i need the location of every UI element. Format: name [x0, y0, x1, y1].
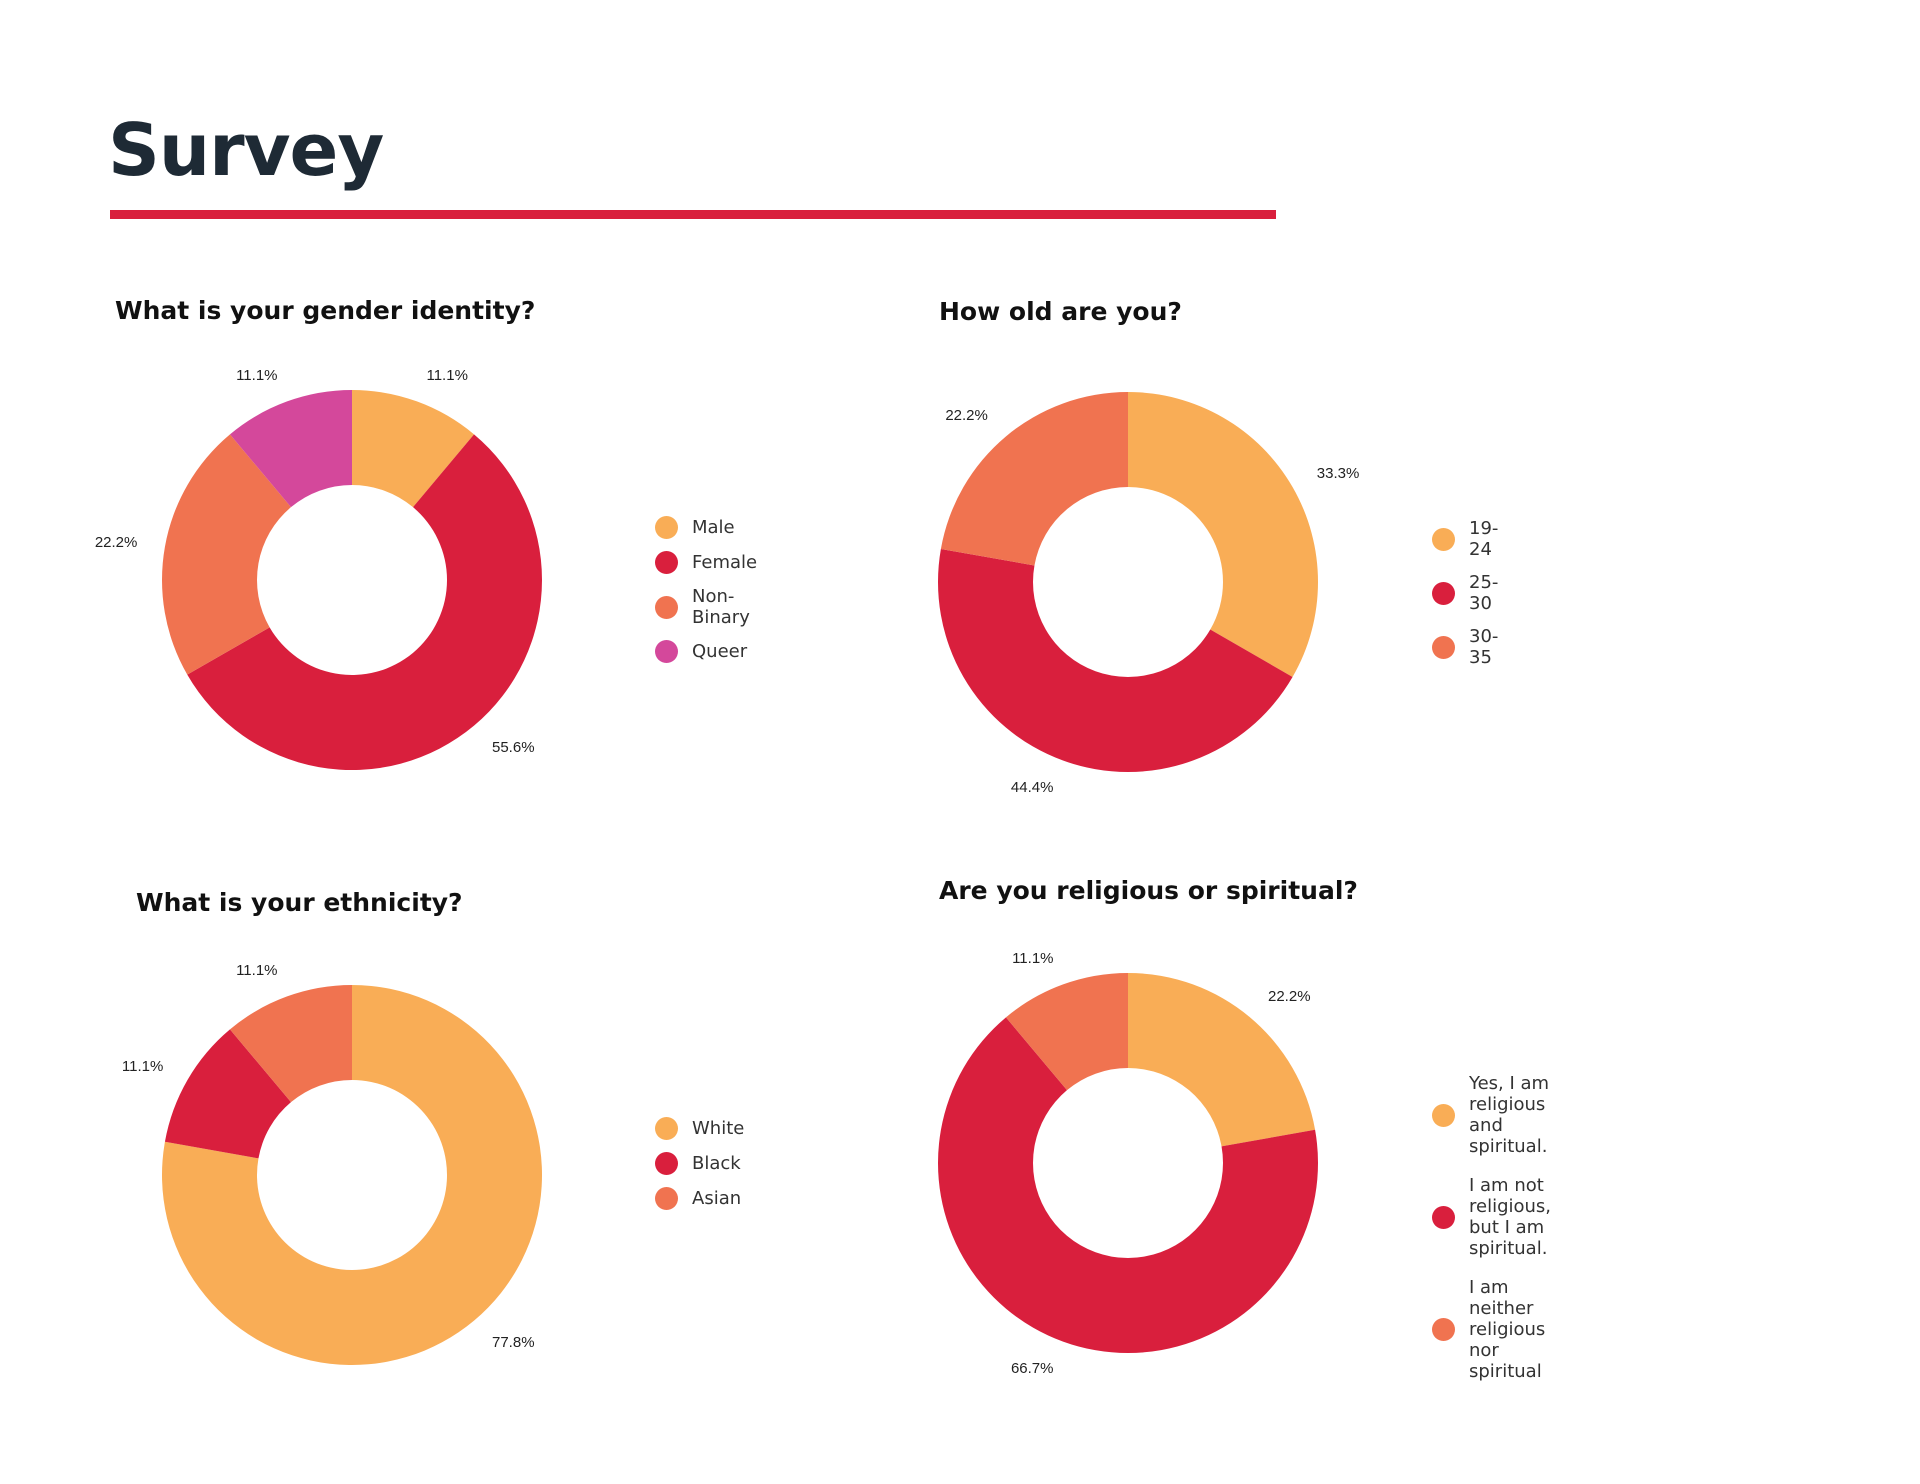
donut-slice — [161, 985, 542, 1365]
legend-swatch — [1432, 527, 1455, 551]
slice-data-label: 77.8% — [492, 1334, 535, 1351]
legend-label: I am not religious, but I am spiritual. — [1469, 1175, 1552, 1259]
legend-item: Yes, I am religious and spiritual. — [1432, 1073, 1551, 1157]
slice-data-label: 22.2% — [95, 534, 138, 551]
legend-item: Non-Binary — [655, 586, 757, 628]
legend-swatch — [655, 1187, 678, 1210]
donut-slice — [1128, 392, 1318, 677]
donut-slice — [938, 549, 1293, 773]
slice-data-label: 11.1% — [236, 962, 277, 979]
legend-label: I am neither religious nor spiritual — [1469, 1277, 1546, 1382]
chart-title: How old are you? — [939, 297, 1182, 326]
donut-slice — [1005, 973, 1128, 1091]
slice-data-label: 11.1% — [1012, 950, 1053, 967]
legend-swatch — [1432, 635, 1455, 659]
legend-label: Queer — [692, 641, 748, 662]
legend-item: I am neither religious nor spiritual — [1432, 1277, 1551, 1382]
legend-item: Black — [655, 1152, 744, 1175]
donut-slice — [352, 390, 475, 508]
slice-data-label: 22.2% — [1268, 988, 1311, 1005]
legend-label: Female — [692, 552, 758, 573]
chart-legend: Yes, I am religious and spiritual. I am n… — [1432, 1073, 1551, 1400]
legend-label: Black — [692, 1153, 741, 1174]
legend-swatch — [1432, 1318, 1455, 1341]
donut-slice — [938, 1017, 1319, 1353]
slice-data-label: 11.1% — [122, 1058, 163, 1075]
legend-item: 19-24 — [1432, 518, 1498, 560]
donut-slice — [940, 392, 1128, 566]
legend-label: Yes, I am religious and spiritual. — [1469, 1073, 1550, 1157]
slice-data-label: 11.1% — [426, 367, 467, 384]
donut-slice — [187, 434, 542, 770]
legend-label: 30-35 — [1469, 626, 1499, 668]
slice-data-label: 22.2% — [945, 407, 988, 424]
legend-swatch — [655, 640, 678, 663]
chart-title: Are you religious or spiritual? — [939, 876, 1358, 905]
legend-swatch — [1432, 1103, 1455, 1127]
legend-label: Asian — [692, 1188, 742, 1209]
legend-item: 25-30 — [1432, 572, 1498, 614]
chart-title: What is your gender identity? — [115, 296, 536, 325]
legend-item: I am not religious, but I am spiritual. — [1432, 1175, 1551, 1259]
donut-slice — [229, 390, 352, 508]
legend-swatch — [1432, 1205, 1455, 1229]
legend-swatch — [655, 595, 678, 619]
slice-data-label: 33.3% — [1317, 465, 1360, 482]
legend-swatch — [1432, 581, 1455, 605]
chart-legend: White Black Asian — [655, 1117, 744, 1222]
legend-label: 19-24 — [1469, 518, 1499, 560]
page-title: Survey — [108, 108, 384, 192]
legend-label: Non-Binary — [692, 586, 750, 628]
legend-swatch — [655, 516, 678, 539]
legend-item: Queer — [655, 640, 757, 663]
slice-data-label: 44.4% — [1011, 779, 1054, 796]
slice-data-label: 55.6% — [492, 739, 535, 756]
legend-swatch — [655, 551, 678, 574]
legend-swatch — [655, 1152, 678, 1175]
donut-slice — [162, 434, 291, 675]
donut-slice — [164, 1029, 291, 1159]
legend-label: White — [692, 1118, 745, 1139]
slice-data-label: 11.1% — [236, 367, 277, 384]
legend-label: 25-30 — [1469, 572, 1499, 614]
donut-slice — [229, 985, 352, 1103]
chart-title: What is your ethnicity? — [136, 888, 463, 917]
legend-item: Female — [655, 551, 757, 574]
chart-legend: 19-24 25-30 30-35 — [1432, 518, 1498, 680]
legend-item: Asian — [655, 1187, 744, 1210]
legend-item: White — [655, 1117, 744, 1140]
legend-item: Male — [655, 516, 757, 539]
chart-legend: Male Female Non-Binary Queer — [655, 516, 757, 675]
legend-swatch — [655, 1117, 678, 1140]
donut-slice — [1128, 973, 1316, 1147]
slice-data-label: 66.7% — [1011, 1360, 1054, 1377]
legend-label: Male — [692, 517, 735, 538]
legend-item: 30-35 — [1432, 626, 1498, 668]
title-underline — [110, 210, 1276, 219]
